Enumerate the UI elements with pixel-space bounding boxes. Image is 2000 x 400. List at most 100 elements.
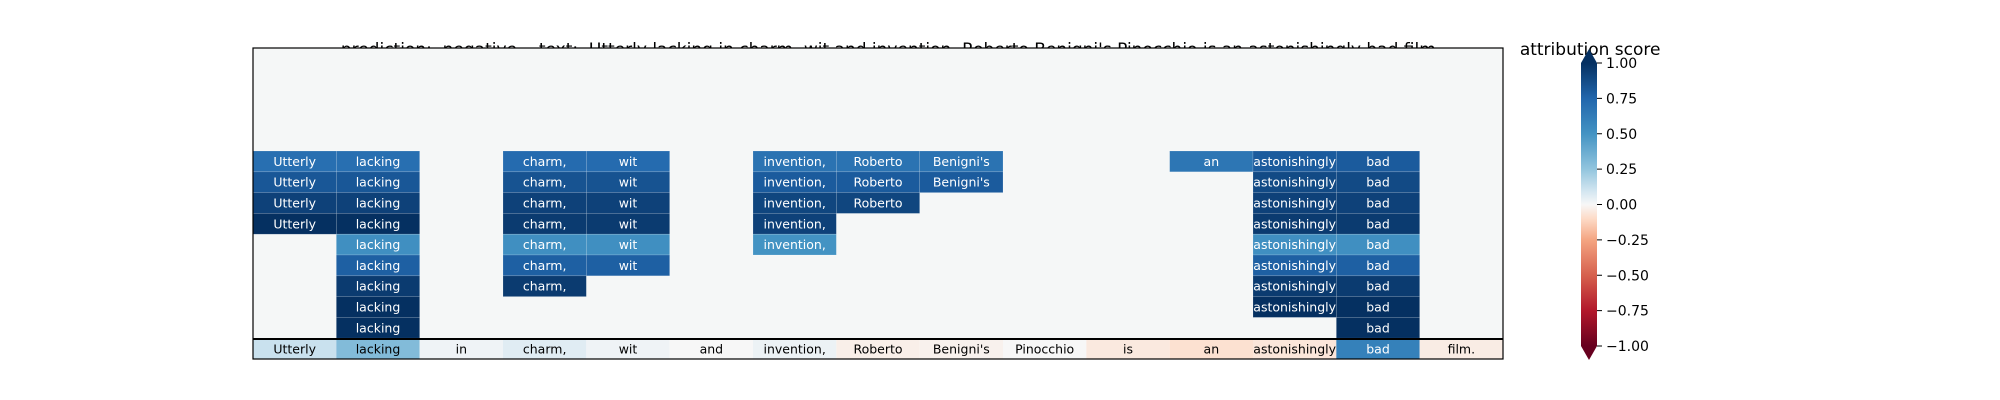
token-label: lacking	[356, 342, 401, 357]
heatmap-cell-label: bad	[1366, 237, 1390, 252]
token-label: bad	[1366, 342, 1390, 357]
heatmap-cell-label: charm,	[523, 154, 567, 169]
heatmap-cell-label: invention,	[764, 154, 826, 169]
heatmap-cell	[1336, 275, 1420, 297]
heatmap-cell-label: wit	[619, 154, 638, 169]
token-cell	[1253, 339, 1337, 359]
token-label: Utterly	[273, 342, 316, 357]
heatmap-cell	[836, 192, 920, 214]
heatmap-cell-label: bad	[1366, 279, 1390, 294]
heatmap-cell-label: wit	[619, 216, 638, 231]
token-cell	[836, 339, 920, 359]
token-label: astonishingly	[1253, 342, 1336, 357]
heatmap-cell-label: invention,	[764, 196, 826, 211]
heatmap-cell-label: lacking	[356, 175, 401, 190]
token-cell	[919, 339, 1003, 359]
token-label: in	[456, 342, 467, 357]
token-cell	[503, 339, 587, 359]
token-cell	[669, 339, 753, 359]
heatmap-cell-label: bad	[1366, 154, 1390, 169]
heatmap-cell-label: charm,	[523, 258, 567, 273]
heatmap-frame	[252, 47, 1504, 360]
heatmap-cell-label: astonishingly	[1253, 216, 1336, 231]
heatmap-cell-label: lacking	[356, 300, 401, 315]
heatmap-cell-label: Roberto	[853, 175, 902, 190]
heatmap-cell	[919, 171, 1004, 193]
heatmap-cell-label: Utterly	[273, 196, 316, 211]
heatmap-cell-label: invention,	[764, 216, 826, 231]
token-cell	[336, 339, 420, 359]
heatmap-cell-label: charm,	[523, 196, 567, 211]
heatmap-cell-label: lacking	[356, 320, 401, 335]
heatmap-cell-label: invention,	[764, 175, 826, 190]
token-cell	[1003, 339, 1087, 359]
heatmap-cell-label: bad	[1366, 320, 1390, 335]
token-cell	[753, 339, 837, 359]
heatmap-cell-label: bad	[1366, 258, 1390, 273]
token-cell	[1086, 339, 1170, 359]
heatmap-cell-label: Utterly	[273, 154, 316, 169]
heatmap-cell-label: Benigni's	[933, 154, 990, 169]
heatmap-cell-label: wit	[619, 237, 638, 252]
heatmap-cell-label: astonishingly	[1253, 258, 1336, 273]
token-label: wit	[619, 342, 638, 357]
token-cell	[253, 339, 337, 359]
heatmap-cell-label: charm,	[523, 279, 567, 294]
heatmap-cell-label: bad	[1366, 216, 1390, 231]
heatmap-cell-label: wit	[619, 175, 638, 190]
heatmap-cell-label: astonishingly	[1253, 154, 1336, 169]
colorbar-tick-label: −0.75	[1606, 304, 1649, 320]
heatmap-cell-label: Utterly	[273, 175, 316, 190]
heatmap-cell-label: lacking	[356, 196, 401, 211]
colorbar-gradient	[1581, 63, 1597, 346]
colorbar-tick-label: 0.00	[1606, 198, 1637, 214]
heatmap-cell-label: bad	[1366, 175, 1390, 190]
heatmap-cell-label: astonishingly	[1253, 175, 1336, 190]
token-label: an	[1204, 342, 1220, 357]
heatmap-cell-label: Roberto	[853, 154, 902, 169]
token-label: and	[700, 342, 724, 357]
token-cell	[1169, 339, 1253, 359]
heatmap-cell-label: Benigni's	[933, 175, 990, 190]
token-label: Benigni's	[933, 342, 990, 357]
colorbar-tick-label: 0.75	[1606, 91, 1637, 107]
token-label: invention,	[764, 342, 826, 357]
heatmap-cell-label: astonishingly	[1253, 300, 1336, 315]
heatmap-cell-label: an	[1204, 154, 1220, 169]
token-label: is	[1123, 342, 1133, 357]
colorbar-tick-label: 0.50	[1606, 127, 1637, 143]
heatmap-cell-label: wit	[619, 258, 638, 273]
heatmap-cell-label: astonishingly	[1253, 237, 1336, 252]
colorbar-tick-label: −1.00	[1606, 339, 1649, 355]
heatmap-cell-label: charm,	[523, 237, 567, 252]
token-label: film.	[1448, 342, 1476, 357]
token-cell	[1336, 339, 1420, 359]
colorbar-tick-label: −0.25	[1606, 233, 1649, 249]
heatmap-cell	[502, 275, 587, 297]
heatmap-cell-label: charm,	[523, 175, 567, 190]
colorbar: 1.00 0.75 0.50 0.25 0.00 −0.25 −0.50 −0.75 −1.00	[1581, 49, 1649, 360]
heatmap-cell-label: Utterly	[273, 216, 316, 231]
heatmap-cell-label: Roberto	[853, 196, 902, 211]
heatmap-cell	[336, 275, 420, 297]
heatmap-cell-label: astonishingly	[1253, 196, 1336, 211]
heatmap-cell-label: charm,	[523, 216, 567, 231]
heatmap-cell-label: astonishingly	[1253, 279, 1336, 294]
colorbar-extend-bottom	[1581, 346, 1597, 360]
heatmap-cell-label: bad	[1366, 196, 1390, 211]
heatmap-cell-label: lacking	[356, 154, 401, 169]
token-cell	[1419, 339, 1503, 359]
heatmap-cell-label: invention,	[764, 237, 826, 252]
heatmap-cell	[586, 254, 670, 277]
heatmap: Utterly lacking charm, wit invention, Roberto…	[252, 47, 1504, 360]
colorbar-tick-label: 1.00	[1606, 56, 1637, 72]
heatmap-cell	[752, 233, 837, 256]
token-label: charm,	[523, 342, 567, 357]
token-cell	[586, 339, 670, 359]
heatmap-cell-label: bad	[1366, 300, 1390, 315]
heatmap-cell-label: lacking	[356, 279, 401, 294]
token-label: Roberto	[853, 342, 902, 357]
heatmap-cell-label: lacking	[356, 258, 401, 273]
colorbar-tick-label: 0.25	[1606, 162, 1637, 178]
